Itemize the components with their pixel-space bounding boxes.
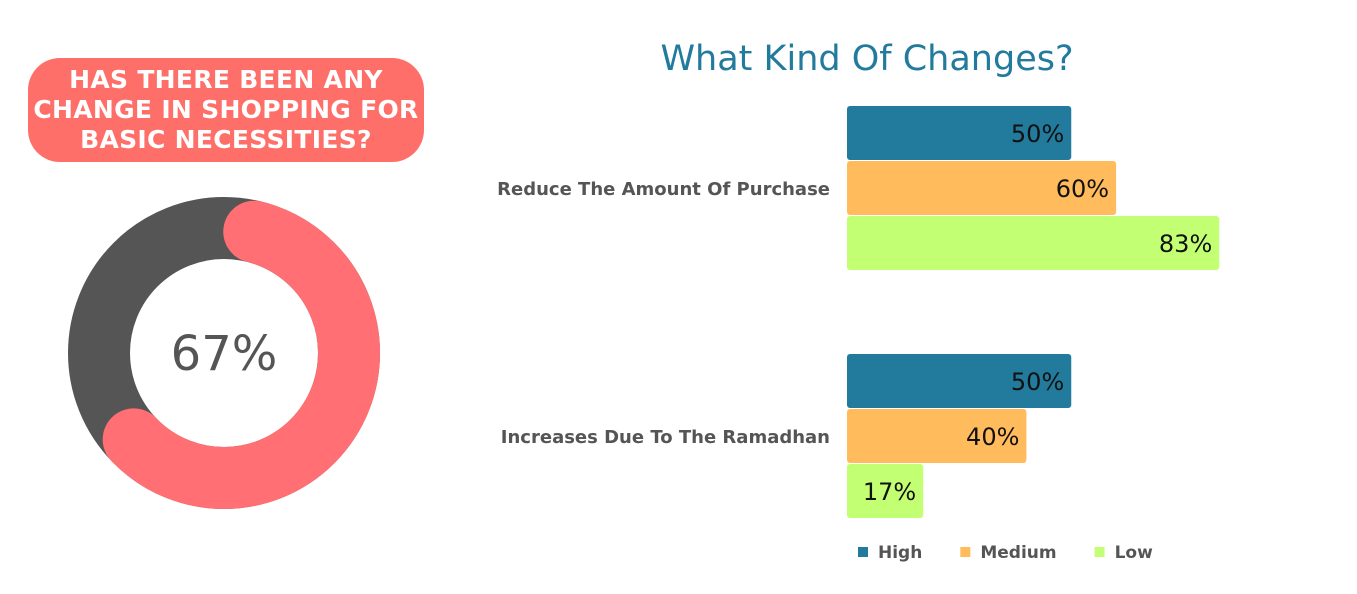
bar-data-label: 60% xyxy=(1056,175,1109,203)
bar-low xyxy=(847,216,1220,270)
category-label: Reduce The Amount Of Purchase xyxy=(497,179,830,200)
bar-high xyxy=(847,106,1072,160)
category-label: Increases Due To The Ramadhan xyxy=(501,427,830,448)
bar-high xyxy=(847,354,1072,408)
legend-label: High xyxy=(878,543,922,563)
question-line: BASIC NECESSITIES? xyxy=(80,125,372,154)
donut-slice-main xyxy=(102,200,380,509)
legend: High Medium Low xyxy=(858,543,1153,563)
legend-swatch-medium xyxy=(960,547,971,557)
legend-swatch-high xyxy=(858,547,868,557)
question-line: HAS THERE BEEN ANY xyxy=(69,65,383,94)
bar-data-label: 17% xyxy=(863,478,916,506)
legend-label: Medium xyxy=(980,543,1056,563)
bar-data-label: 40% xyxy=(966,423,1019,451)
bar-medium xyxy=(847,161,1117,215)
question-banner: HAS THERE BEEN ANY CHANGE IN SHOPPING FO… xyxy=(28,58,424,162)
bar-data-label: 50% xyxy=(1011,368,1064,396)
bar-chart: Reduce The Amount Of Purchase 50% 60% 83% In… xyxy=(497,106,1220,518)
bar-low xyxy=(847,464,924,518)
bar-medium xyxy=(847,409,1027,463)
question-line: CHANGE IN SHOPPING FOR xyxy=(33,95,419,124)
legend-label: Low xyxy=(1115,543,1154,563)
bar-data-label: 83% xyxy=(1159,230,1212,258)
donut-chart: 67% xyxy=(68,197,380,509)
bar-chart-title: What Kind Of Changes? xyxy=(660,39,1073,79)
donut-center-label: 67% xyxy=(171,326,278,382)
bar-data-label: 50% xyxy=(1011,120,1064,148)
legend-swatch-low xyxy=(1094,547,1105,557)
